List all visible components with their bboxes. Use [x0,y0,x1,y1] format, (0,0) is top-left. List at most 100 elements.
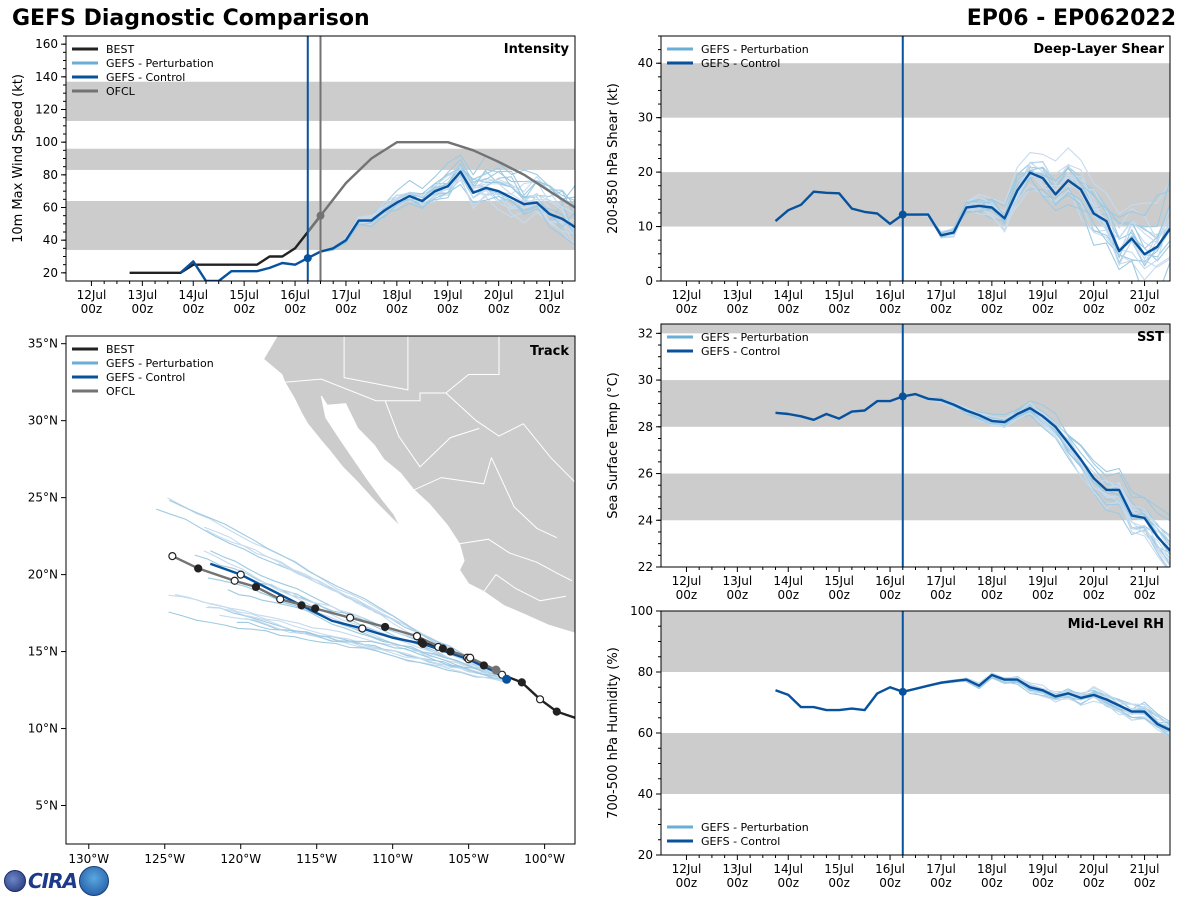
x-tick-label-day: 21Jul [535,288,565,302]
panel-title: Track [530,344,569,359]
panel-title: Mid-Level RH [1068,617,1164,632]
x-tick-label-hour: 00z [828,588,850,602]
x-tick-label-day: 14Jul [178,288,208,302]
x-tick-label-hour: 00z [828,876,850,890]
x-tick-label-hour: 00z [233,302,255,316]
best-track-point [479,661,488,670]
country-border [459,538,573,582]
y-axis-label: 10m Max Wind Speed (kt) [11,74,26,243]
x-tick-label-hour: 00z [1134,302,1156,316]
panel-title: SST [1137,330,1164,345]
x-tick-label-day: 13Jul [722,862,752,876]
threshold-band [661,380,1170,427]
ofcl-init-point [491,665,501,675]
x-tick-label-day: 16Jul [875,288,905,302]
x-tick-label-hour: 00z [727,588,749,602]
plot-area [661,63,1170,281]
x-tick-label-hour: 00z [132,302,154,316]
panel-rh: 2040608010012Jul00z13Jul00z14Jul00z15Jul… [606,604,1171,890]
x-tick-label-hour: 00z [930,588,952,602]
control-init-point [898,392,907,401]
ofcl-track-point [380,622,390,632]
legend-label: BEST [106,343,134,356]
country-border [343,336,409,391]
y-tick-label: 30 [638,111,653,125]
x-tick-label-hour: 00z [676,588,698,602]
perturbation-member-line [902,393,1170,550]
x-tick-label: 120°W [220,852,261,866]
x-tick-label-day: 15Jul [824,862,854,876]
country-border [413,457,492,491]
ofcl-track-point [311,604,320,613]
ofcl-track-point [194,564,203,573]
x-tick-label-day: 20Jul [484,288,514,302]
legend-label: GEFS - Perturbation [701,821,809,834]
x-tick-label-day: 15Jul [824,288,854,302]
x-tick-label-day: 15Jul [229,288,259,302]
axes-frame [660,323,1171,568]
legend-label: OFCL [106,85,136,98]
legend-label: GEFS - Control [106,71,185,84]
panel-shear: 01020304012Jul00z13Jul00z14Jul00z15Jul00… [606,35,1171,316]
y-tick-label: 60 [43,201,58,215]
x-tick-label: 110°W [372,852,413,866]
x-tick-label-hour: 00z [539,302,561,316]
perturbation-track [219,614,504,677]
legend-label: GEFS - Control [701,835,780,848]
agency-globe-icon [79,866,109,896]
perturbation-member-line [902,167,1170,234]
x-tick-label-day: 17Jul [926,574,956,588]
x-tick-label-hour: 00z [1083,302,1105,316]
x-tick-label-hour: 00z [879,876,901,890]
perturbation-track [203,550,507,680]
legend-label: OFCL [106,385,136,398]
legend-label: GEFS - Control [701,345,780,358]
y-tick-label: 20°N [28,568,58,582]
ofcl-track-point [438,644,447,653]
cira-emblem-icon [4,870,26,892]
x-tick-label-hour: 00z [981,876,1003,890]
x-tick-label-hour: 00z [1083,588,1105,602]
y-tick-label: 24 [638,513,653,527]
x-tick-label-hour: 00z [930,876,952,890]
threshold-band [661,63,1170,118]
x-tick-label-day: 21Jul [1130,862,1160,876]
y-axis-label: 200-850 hPa Shear (kt) [606,83,621,234]
x-tick-label-hour: 00z [879,302,901,316]
perturbation-member-line [902,676,1170,736]
y-tick-label: 80 [43,168,58,182]
x-tick-label-hour: 00z [1083,876,1105,890]
y-tick-label: 100 [630,604,653,618]
y-tick-label: 35°N [28,337,58,351]
perturbation-member-line [307,171,575,259]
perturbation-member-line [902,184,1170,268]
x-tick-label-day: 19Jul [433,288,463,302]
control-init-point [303,254,312,263]
perturbation-track [169,499,506,678]
threshold-band [661,324,1170,334]
panel-sst: 22242628303212Jul00z13Jul00z14Jul00z15Ju… [606,323,1171,602]
legend-label: GEFS - Control [701,57,780,70]
x-tick-label-hour: 00z [1134,588,1156,602]
x-tick-label-day: 16Jul [875,862,905,876]
y-tick-label: 10 [638,220,653,234]
x-tick-label-day: 14Jul [773,288,803,302]
control-init-point [898,687,907,696]
x-tick-label-hour: 00z [335,302,357,316]
panel-title: Deep-Layer Shear [1033,42,1164,57]
plot-area [661,324,1170,567]
x-tick-label-hour: 00z [81,302,103,316]
y-tick-label: 140 [35,70,58,84]
y-tick-label: 32 [638,326,653,340]
series-best [129,214,322,274]
y-tick-label: 20 [638,848,653,862]
x-tick-label-day: 14Jul [773,862,803,876]
x-tick-label-day: 19Jul [1028,862,1058,876]
control-track-point [297,601,306,610]
x-tick-label-day: 21Jul [1130,288,1160,302]
x-tick-label-day: 17Jul [331,288,361,302]
y-tick-label: 10°N [28,722,58,736]
y-tick-label: 80 [638,665,653,679]
legend-label: GEFS - Perturbation [106,357,214,370]
y-tick-label: 30 [638,373,653,387]
